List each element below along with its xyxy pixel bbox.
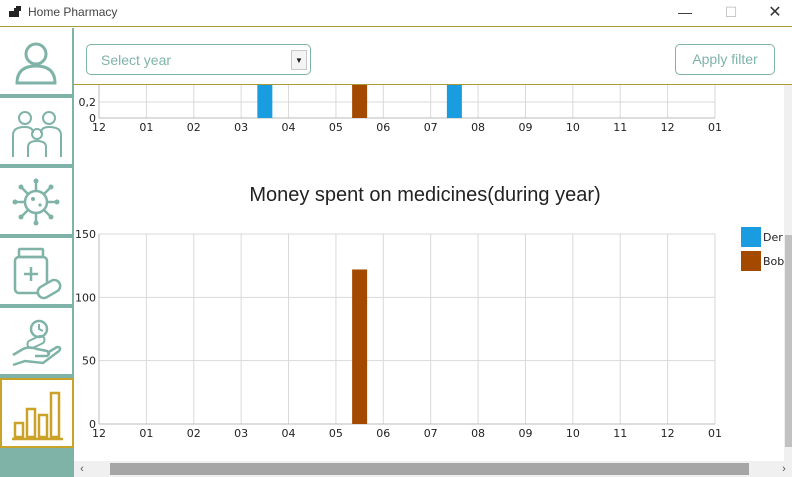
x-tick-label-chart2: 02 bbox=[187, 427, 201, 440]
x-tick-label-chart2: 12 bbox=[661, 427, 675, 440]
horizontal-scrollbar[interactable]: ‹ › bbox=[74, 461, 792, 477]
bar-bob-chart1 bbox=[352, 85, 368, 118]
x-tick-label-chart2: 09 bbox=[518, 427, 532, 440]
sidebar-item-diseases[interactable] bbox=[0, 168, 74, 236]
x-tick-label-chart2: 01 bbox=[708, 427, 722, 440]
filter-bar: Select year ▼ Apply filter bbox=[74, 28, 792, 85]
y-tick-label-chart2: 100 bbox=[75, 291, 96, 304]
x-tick-label-chart2: 06 bbox=[376, 427, 390, 440]
close-button[interactable]: ✕ bbox=[768, 4, 782, 21]
sidebar bbox=[0, 28, 74, 477]
x-tick-label-chart2: 07 bbox=[424, 427, 438, 440]
sidebar-item-medicines[interactable] bbox=[0, 238, 74, 306]
y-tick-label-chart2: 50 bbox=[82, 355, 96, 368]
x-tick-label-chart1: 10 bbox=[566, 121, 580, 134]
x-tick-label-chart1: 02 bbox=[187, 121, 201, 134]
x-tick-label-chart1: 08 bbox=[471, 121, 485, 134]
bar-bob-chart2 bbox=[352, 269, 368, 424]
chevron-down-icon[interactable]: ▼ bbox=[291, 50, 307, 70]
year-select[interactable]: Select year ▼ bbox=[86, 44, 311, 75]
x-tick-label-chart1: 04 bbox=[282, 121, 296, 134]
x-tick-label-chart1: 03 bbox=[234, 121, 248, 134]
y-tick-label-chart1: 0,2 bbox=[79, 96, 97, 109]
minimize-button[interactable]: — bbox=[678, 4, 692, 20]
scroll-left-icon[interactable]: ‹ bbox=[80, 463, 84, 475]
legend-label-bob: Bob bbox=[763, 255, 784, 268]
x-tick-label-chart1: 12 bbox=[92, 121, 106, 134]
virus-icon bbox=[12, 178, 60, 226]
bar-der-chart1 bbox=[446, 85, 462, 118]
legend-swatch-bob bbox=[741, 251, 761, 271]
legend-swatch-der bbox=[741, 227, 761, 247]
app-icon bbox=[9, 6, 21, 18]
medicine-icon bbox=[13, 247, 62, 300]
vertical-scrollbar[interactable] bbox=[784, 85, 792, 461]
sidebar-item-family[interactable] bbox=[0, 98, 74, 166]
legend-label-der: Der bbox=[763, 231, 783, 244]
sidebar-item-statistics[interactable] bbox=[0, 378, 74, 448]
dosage-schedule-icon bbox=[12, 319, 62, 367]
y-tick-label-chart2: 150 bbox=[75, 228, 96, 241]
x-tick-label-chart1: 01 bbox=[139, 121, 153, 134]
x-tick-label-chart1: 06 bbox=[376, 121, 390, 134]
x-tick-label-chart2: 03 bbox=[234, 427, 248, 440]
title-bar: Home Pharmacy — ☐ ✕ bbox=[0, 0, 792, 27]
statistics-icon bbox=[12, 391, 63, 441]
x-tick-label-chart2: 04 bbox=[282, 427, 296, 440]
maximize-button[interactable]: ☐ bbox=[724, 4, 738, 20]
y-tick-label-chart1: 0 bbox=[89, 112, 96, 125]
statistics-content: 0,2 0 12 01 02 03 04 05 06 07 08 09 10 11 12 01 Money sp… bbox=[74, 85, 784, 461]
sidebar-item-dosage[interactable] bbox=[0, 308, 74, 376]
user-icon bbox=[15, 42, 57, 85]
x-tick-label-chart1: 01 bbox=[708, 121, 722, 134]
x-tick-label-chart1: 12 bbox=[661, 121, 675, 134]
x-tick-label-chart2: 01 bbox=[139, 427, 153, 440]
x-tick-label-chart2: 08 bbox=[471, 427, 485, 440]
vertical-scrollbar-thumb[interactable] bbox=[785, 235, 792, 447]
sidebar-item-profile[interactable] bbox=[0, 28, 74, 96]
x-tick-label-chart2: 05 bbox=[329, 427, 343, 440]
bar-der-chart1 bbox=[257, 85, 273, 118]
x-tick-label-chart1: 11 bbox=[613, 121, 627, 134]
x-tick-label-chart2: 12 bbox=[92, 427, 106, 440]
year-select-placeholder: Select year bbox=[101, 52, 172, 68]
chart-title: Money spent on medicines(during year) bbox=[249, 184, 600, 206]
window-title: Home Pharmacy bbox=[28, 5, 118, 19]
scroll-right-icon[interactable]: › bbox=[782, 463, 786, 475]
x-tick-label-chart1: 09 bbox=[518, 121, 532, 134]
x-tick-label-chart1: 07 bbox=[424, 121, 438, 134]
apply-filter-button[interactable]: Apply filter bbox=[675, 44, 775, 75]
x-tick-label-chart1: 05 bbox=[329, 121, 343, 134]
y-tick-label-chart2: 0 bbox=[89, 418, 96, 431]
family-icon bbox=[12, 111, 62, 157]
x-tick-label-chart2: 10 bbox=[566, 427, 580, 440]
horizontal-scrollbar-thumb[interactable] bbox=[110, 463, 749, 475]
x-tick-label-chart2: 11 bbox=[613, 427, 627, 440]
